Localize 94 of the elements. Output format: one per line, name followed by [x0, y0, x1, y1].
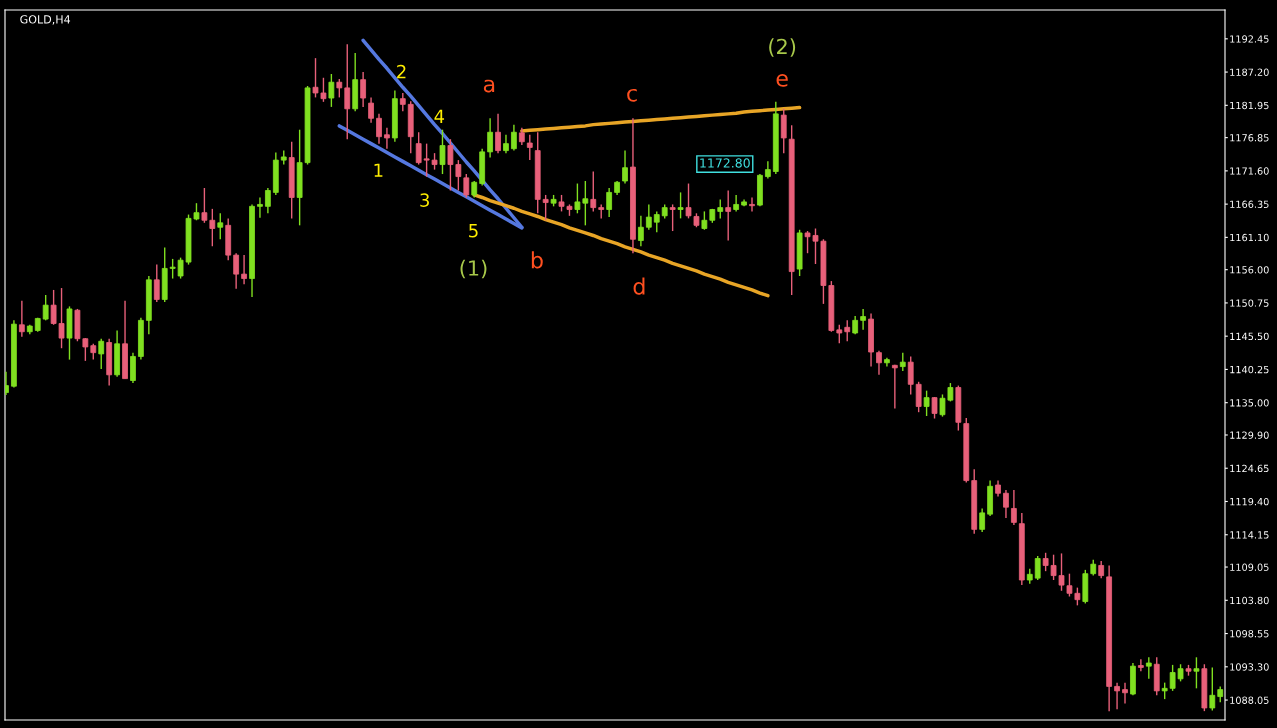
candlestick	[860, 308, 866, 331]
candlestick	[923, 389, 930, 417]
annotation: 5	[469, 224, 478, 238]
y-tick-label: 1135.00	[1230, 399, 1269, 407]
candlestick	[1034, 555, 1041, 581]
candlestick	[645, 203, 652, 231]
annotation: e	[776, 73, 788, 87]
candlestick	[336, 78, 343, 99]
y-tick-label: 1129.90	[1230, 431, 1269, 439]
candlestick	[233, 252, 240, 290]
y-tick-label: 1161.10	[1230, 233, 1269, 242]
candlestick	[399, 92, 406, 113]
y-tick-label: 1187.20	[1230, 68, 1269, 76]
y-tick-label: 1119.40	[1230, 497, 1269, 506]
candlestick	[1114, 681, 1120, 710]
candlestick	[836, 324, 843, 344]
candlestick	[1011, 489, 1017, 526]
candlestick	[1122, 681, 1128, 705]
candlestick	[876, 350, 882, 376]
y-tick-label: 1156.00	[1230, 266, 1269, 274]
y-tick-label: 1124.65	[1230, 464, 1269, 473]
candlestick	[376, 113, 382, 145]
candlestick	[844, 319, 851, 342]
candlestick	[780, 108, 787, 154]
annotation: b	[531, 251, 543, 269]
y-tick-label: 1166.35	[1230, 200, 1269, 208]
candlestick	[542, 194, 549, 221]
candlestick	[622, 149, 628, 185]
candlestick	[487, 117, 493, 159]
candlestick	[717, 198, 724, 220]
candlestick	[915, 381, 922, 413]
candlestick	[368, 96, 374, 124]
candlestick	[1145, 656, 1152, 680]
candlestick	[1209, 666, 1216, 712]
candlestick	[677, 191, 684, 220]
y-tick-label: 1109.05	[1230, 563, 1269, 571]
candlestick	[495, 113, 501, 154]
candlestick	[1193, 656, 1200, 690]
candlestick	[899, 351, 906, 372]
candlestick	[685, 182, 692, 220]
y-tick-label: 1171.60	[1230, 167, 1269, 175]
candlestick	[638, 215, 644, 247]
candlestick	[360, 71, 366, 108]
candlestick	[217, 212, 224, 240]
annotation: 2	[397, 64, 406, 79]
y-tick-label: 1114.15	[1230, 531, 1269, 539]
candlestick	[439, 129, 446, 175]
candlestick	[265, 187, 271, 215]
candlestick	[590, 170, 597, 213]
y-tick-label: 1145.50	[1230, 332, 1269, 341]
candlestick	[1138, 658, 1144, 672]
candlestick	[463, 173, 470, 199]
candlestick	[257, 196, 263, 219]
annotation: 1172.80	[700, 158, 750, 168]
y-tick-label: 1150.75	[1230, 299, 1269, 307]
y-tick-label: 1088.05	[1230, 696, 1269, 704]
candlestick	[1003, 489, 1009, 519]
y-tick-label: 1093.30	[1230, 663, 1269, 671]
annotation: d	[633, 277, 645, 295]
y-tick-label: 1176.85	[1230, 134, 1269, 142]
annotation: (2)	[769, 38, 796, 57]
y-tick-label: 1098.55	[1230, 630, 1269, 638]
candlestick	[42, 294, 49, 322]
candlestick	[328, 73, 335, 108]
annotation: 1	[374, 163, 383, 177]
candlestick	[979, 507, 986, 533]
candlestick	[907, 355, 914, 396]
annotation: c	[627, 88, 637, 102]
candlestick	[503, 134, 509, 154]
candlestick	[526, 134, 533, 161]
candlestick	[891, 363, 898, 410]
annotation: 4	[434, 109, 445, 123]
candlestick	[749, 196, 755, 213]
candlestick	[384, 127, 390, 150]
candlestick	[98, 338, 105, 370]
candlestick	[241, 254, 247, 285]
candlestick	[415, 131, 422, 166]
candlestick	[153, 263, 160, 303]
y-tick-label: 1103.80	[1230, 596, 1269, 605]
candlestick	[669, 203, 676, 232]
candlestick	[511, 123, 517, 152]
candlestick	[653, 210, 660, 234]
y-tick-label: 1192.45	[1230, 35, 1269, 43]
y-tick-label: 1140.25	[1230, 365, 1269, 374]
y-tick-label: 1181.95	[1230, 101, 1269, 110]
annotation: (1)	[460, 259, 487, 279]
annotation: a	[483, 79, 495, 93]
candlestick	[606, 187, 613, 218]
candlestick	[344, 43, 351, 140]
candlestick	[18, 300, 25, 338]
chart-title: GOLD,H4	[20, 15, 71, 25]
candlestick	[701, 210, 708, 231]
candlestick	[725, 189, 732, 242]
annotation: 3	[420, 193, 429, 207]
